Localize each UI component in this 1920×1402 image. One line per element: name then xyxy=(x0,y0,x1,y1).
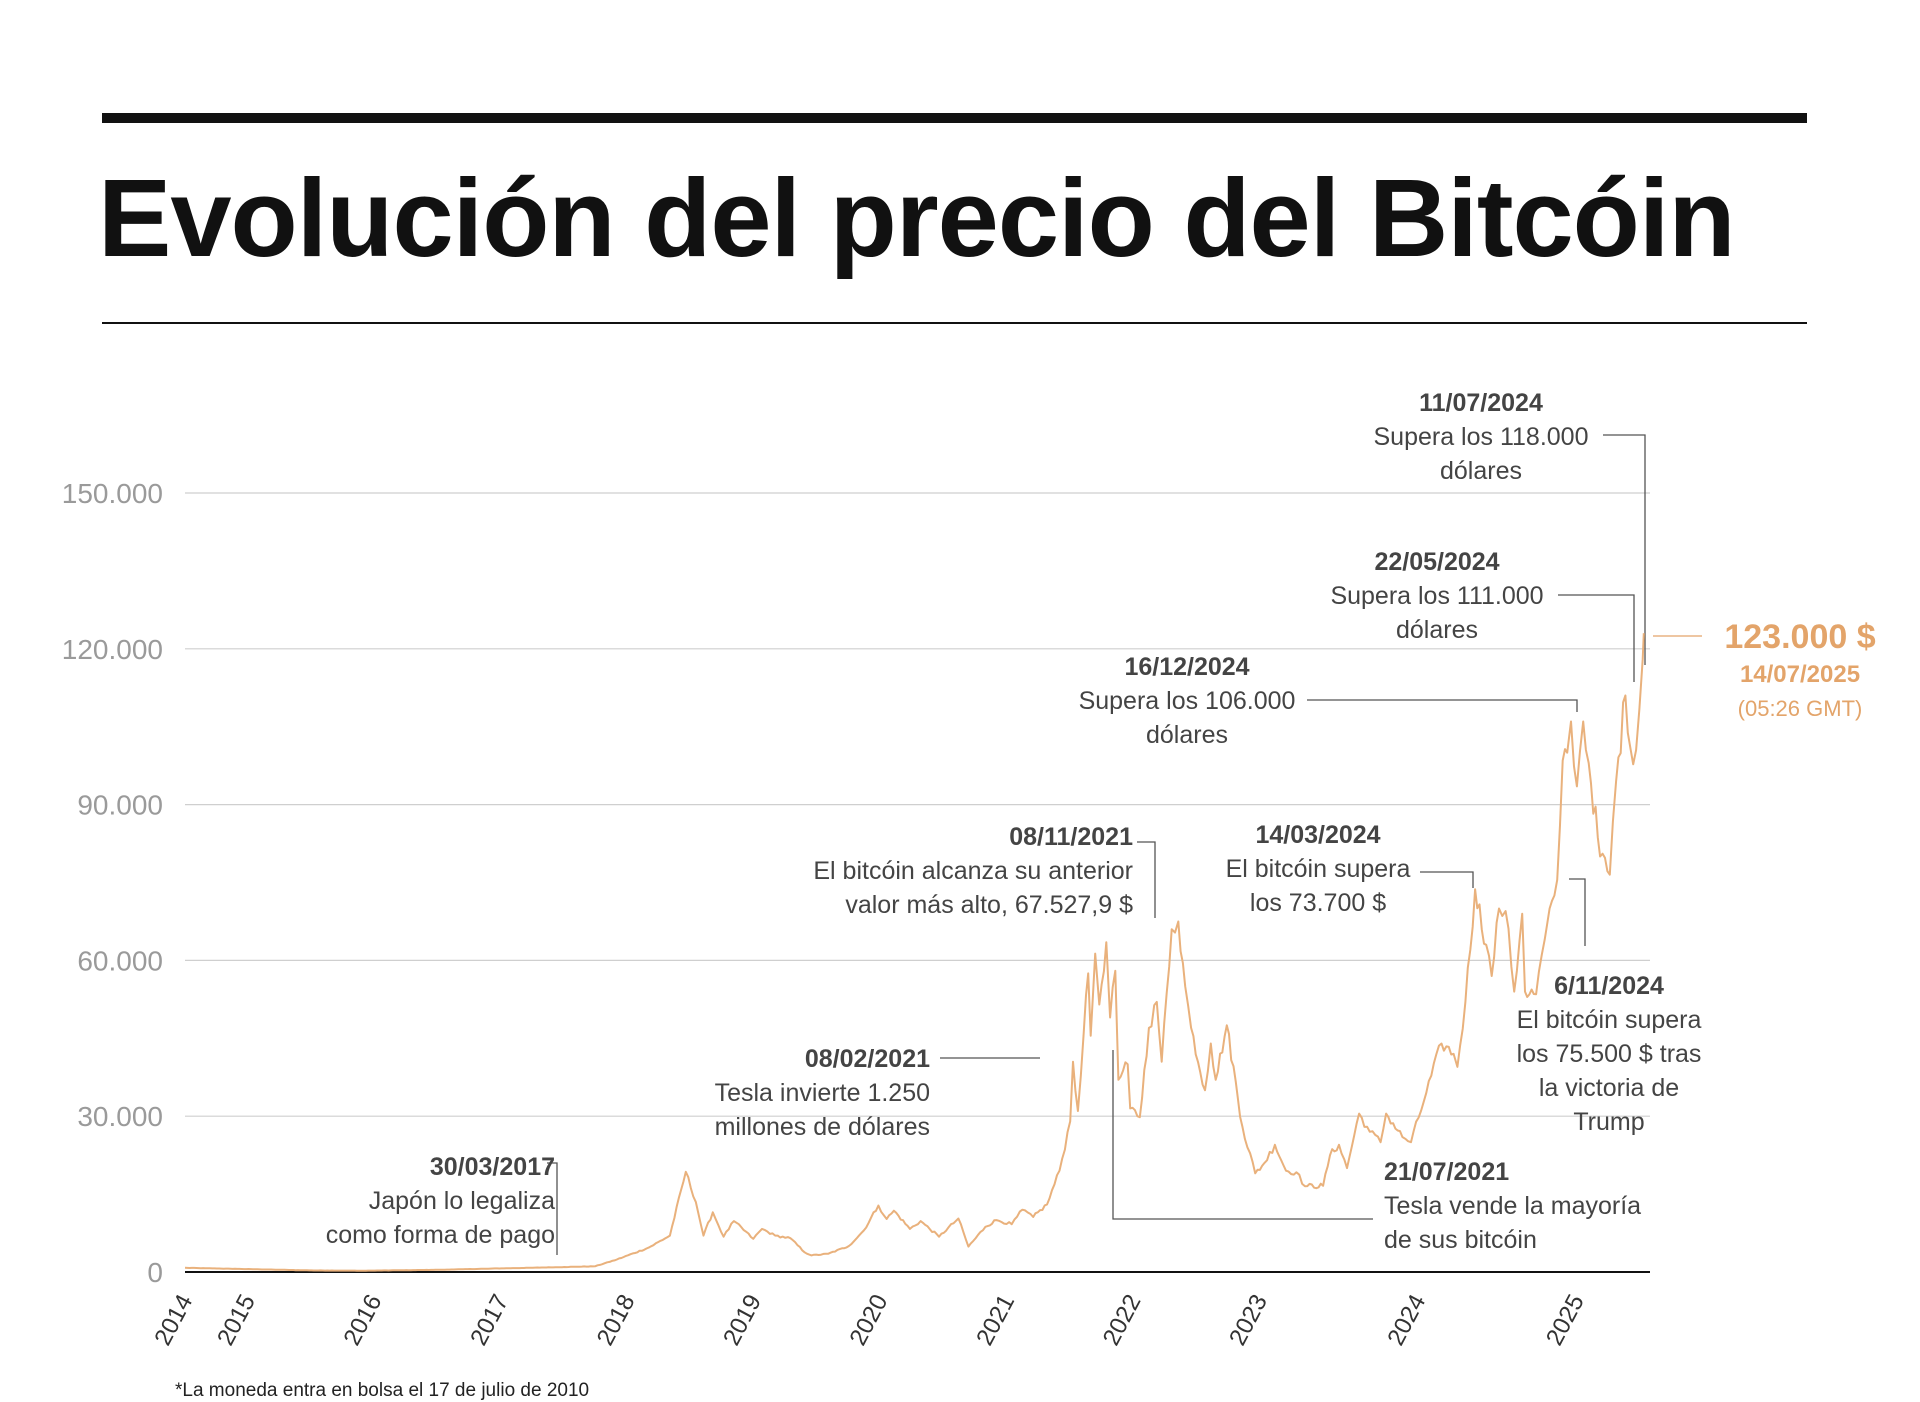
y-tick-label: 0 xyxy=(147,1257,163,1288)
annotation-text: los 75.500 $ tras xyxy=(1517,1040,1702,1068)
current-price-date: 14/07/2025 xyxy=(1740,661,1860,688)
annotation-leader xyxy=(1420,871,1474,888)
title-underline xyxy=(102,322,1807,324)
y-tick-label: 90.000 xyxy=(77,790,163,821)
x-tick-label: 2024 xyxy=(1382,1290,1431,1350)
annotation-text: la victoria de xyxy=(1539,1074,1679,1102)
x-tick-label: 2025 xyxy=(1541,1290,1590,1350)
annotations: 30/03/2017 Japón lo legaliza como forma de… xyxy=(326,389,1702,1254)
annotation-text: El bitcóin alcanza su anterior xyxy=(813,857,1133,885)
annotation-leader xyxy=(1603,434,1646,665)
annotation-leader xyxy=(547,1162,558,1255)
annotation-text: millones de dólares xyxy=(715,1113,930,1141)
y-axis-tick-labels: 0 30.000 60.000 90.000 120.000 150.000 xyxy=(62,478,163,1288)
gridlines xyxy=(185,492,1650,1273)
top-rule xyxy=(102,113,1807,123)
annotation-date: 11/07/2024 xyxy=(1419,389,1543,417)
x-tick-label: 2023 xyxy=(1224,1290,1273,1350)
annotation-text: Tesla invierte 1.250 xyxy=(715,1079,930,1107)
footnote: *La moneda entra en bolsa el 17 de julio… xyxy=(175,1380,590,1401)
x-tick-label: 2017 xyxy=(465,1290,514,1350)
annotation-text: Japón lo legaliza xyxy=(369,1187,555,1215)
annotation-date: 22/05/2024 xyxy=(1374,548,1499,576)
annotation-date: 6/11/2024 xyxy=(1554,972,1664,1000)
annotation-leaders xyxy=(547,434,1646,1255)
annotation-text: Supera los 111.000 xyxy=(1330,582,1543,610)
x-tick-label: 2021 xyxy=(971,1290,1020,1350)
annotation-date: 30/03/2017 xyxy=(430,1153,555,1181)
annotation-leader xyxy=(1137,841,1156,918)
annotation-date: 16/12/2024 xyxy=(1124,653,1249,681)
annotation-date: 21/07/2021 xyxy=(1384,1158,1509,1186)
annotation-text: Trump xyxy=(1573,1108,1644,1136)
x-tick-label: 2020 xyxy=(844,1290,893,1350)
x-tick-label: 2022 xyxy=(1098,1290,1147,1350)
price-series xyxy=(184,633,1645,1272)
annotation-text: como forma de pago xyxy=(326,1221,555,1249)
y-tick-label: 120.000 xyxy=(62,634,163,665)
annotation-text: El bitcóin supera xyxy=(1517,1006,1702,1034)
current-price-value: 123.000 $ xyxy=(1724,618,1875,656)
annotation-date: 14/03/2024 xyxy=(1255,821,1380,849)
annotation-text: dólares xyxy=(1146,721,1228,749)
price-line xyxy=(184,633,1645,1272)
annotation-text: dólares xyxy=(1440,457,1522,485)
annotation-leader xyxy=(1112,1050,1373,1220)
x-tick-label: 2019 xyxy=(718,1290,767,1350)
y-tick-label: 150.000 xyxy=(62,478,163,509)
annotation-date: 08/11/2021 xyxy=(1009,823,1133,851)
annotation-leader xyxy=(1307,699,1578,712)
annotation-text: Tesla vende la mayoría xyxy=(1384,1192,1641,1220)
annotation-date: 08/02/2021 xyxy=(805,1045,930,1073)
annotation-text: de sus bitcóin xyxy=(1384,1226,1537,1254)
annotation-text: Supera los 118.000 xyxy=(1374,423,1589,451)
annotation-text: los 73.700 $ xyxy=(1250,889,1386,917)
x-tick-label: 2014 xyxy=(149,1290,198,1350)
annotation-text: dólares xyxy=(1396,616,1478,644)
annotation-text: Supera los 106.000 xyxy=(1079,687,1296,715)
x-tick-label: 2016 xyxy=(338,1290,387,1350)
annotation-leader xyxy=(1558,594,1635,682)
current-price-callout: 123.000 $ 14/07/2025 (05:26 GMT) xyxy=(1653,618,1876,721)
current-price-time: (05:26 GMT) xyxy=(1738,696,1863,721)
x-axis-tick-labels: 2014 2015 2016 2017 2018 2019 2020 2021 2022 2023… xyxy=(149,1290,1589,1350)
x-tick-label: 2015 xyxy=(212,1290,261,1350)
y-tick-label: 60.000 xyxy=(77,945,163,976)
y-tick-label: 30.000 xyxy=(77,1101,163,1132)
annotation-text: El bitcóin supera xyxy=(1226,855,1411,883)
page-title: Evolución del precio del Bitcóin xyxy=(98,157,1736,280)
annotation-leader xyxy=(1569,878,1586,946)
x-tick-label: 2018 xyxy=(592,1290,641,1350)
annotation-text: valor más alto, 67.527,9 $ xyxy=(845,891,1133,919)
